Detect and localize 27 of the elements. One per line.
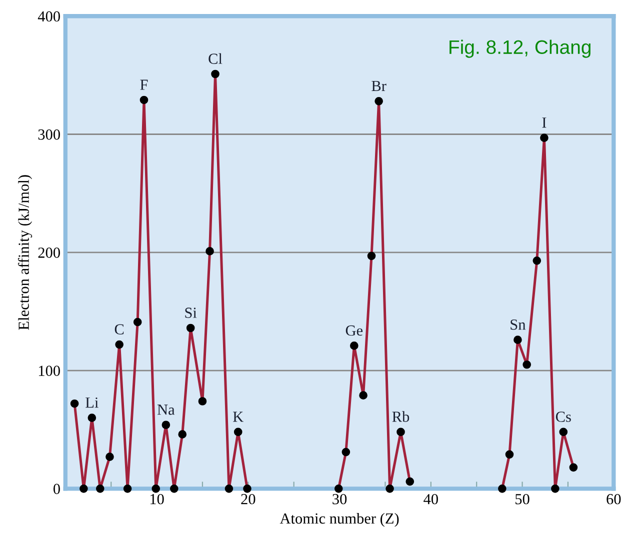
annotation: Na [157,404,175,415]
annotation: Cl [208,53,222,64]
y-tick-label: 100 [38,366,60,376]
annotation: C [114,324,124,334]
annotation: Li [86,397,98,408]
x-tick-label: 20 [241,494,256,504]
y-tick-label: 300 [38,129,60,140]
annotation: Ge [346,325,363,336]
annotation: K [233,412,244,422]
annotation: I [542,118,546,128]
y-tick-label: 0 [53,484,60,494]
x-tick-label: 30 [332,494,347,504]
y-axis-title: Electron affinity (kJ/mol) [18,175,32,330]
x-tick-label: 40 [424,494,438,504]
annotation: Fig. 8.12, Chang [450,40,590,58]
annotation: Sn [510,320,526,330]
annotation: Si [185,308,197,318]
x-tick-label: 50 [516,494,530,504]
annotation: Br [372,80,386,92]
x-tick-label: 60 [606,494,621,504]
annotation: F [140,80,148,90]
x-axis-title: Atomic number (Z) [280,512,399,527]
x-tick-label: 10 [150,494,164,504]
y-tick-label: 400 [38,11,60,22]
annotation: Cs [556,412,571,422]
annotation: Rb [392,411,410,422]
y-tick-label: 200 [38,248,60,258]
